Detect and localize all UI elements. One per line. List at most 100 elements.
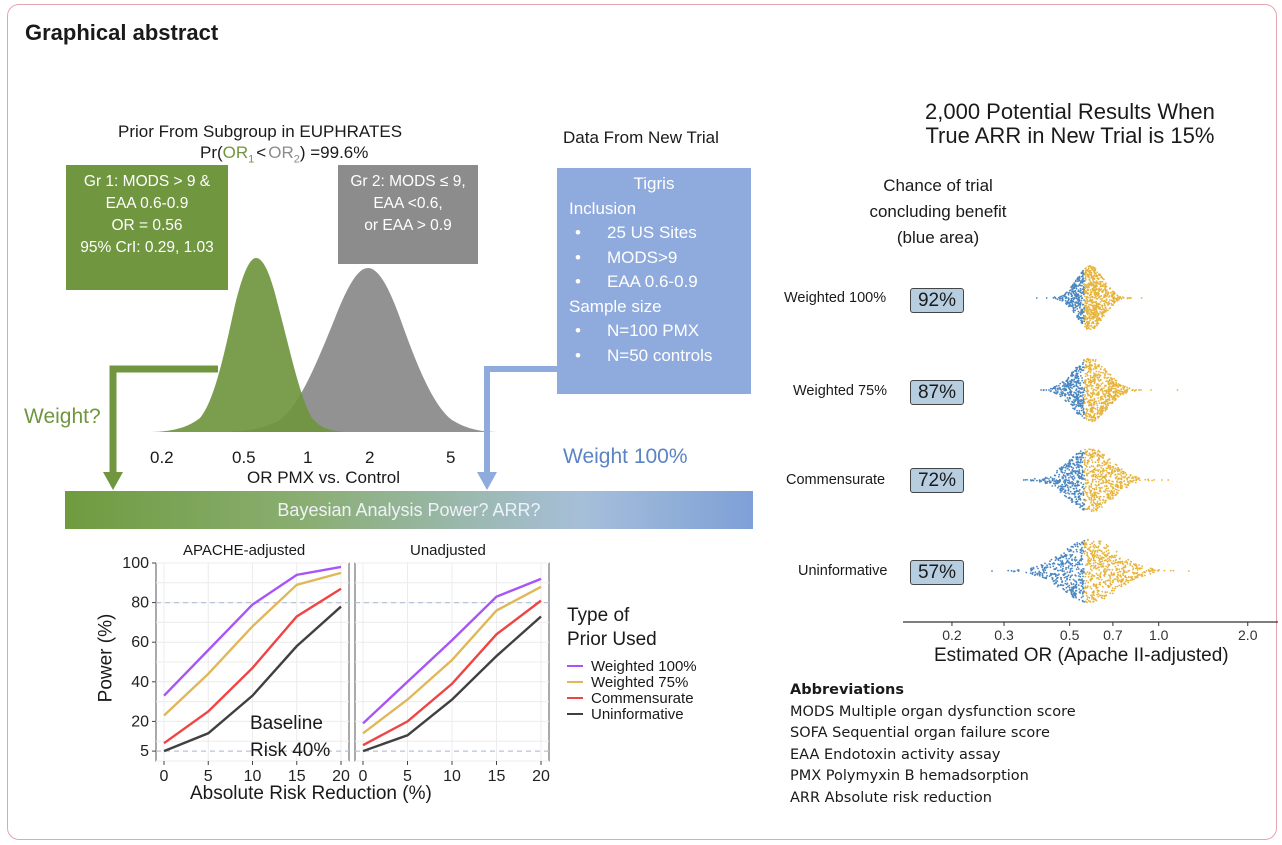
swarm-point: [1163, 569, 1166, 572]
swarm-point: [1051, 485, 1054, 487]
swarm-point: [1075, 484, 1077, 487]
swarm-point: [1127, 570, 1130, 572]
swarm-point: [1080, 570, 1083, 573]
swarm-point: [1075, 389, 1077, 392]
swarm-point: [1093, 325, 1096, 328]
swarm-point: [1108, 299, 1111, 301]
swarm-point: [1064, 463, 1067, 466]
swarm-point: [1135, 565, 1138, 568]
swarm-point: [1056, 387, 1059, 390]
swarm-point: [1087, 365, 1090, 368]
swarm-point: [1088, 413, 1090, 416]
swarm-point: [1077, 490, 1080, 493]
swarm-point: [1062, 481, 1065, 483]
swarm-point: [1057, 476, 1060, 478]
swarm-point: [1108, 392, 1111, 395]
swarm-point: [1061, 485, 1063, 487]
swarm-point: [1099, 576, 1102, 579]
swarm-point: [1114, 488, 1117, 491]
swarm-point: [1091, 456, 1094, 458]
swarm-point: [1074, 377, 1077, 379]
sample-label: Sample size: [569, 296, 662, 316]
swarm-point: [1106, 591, 1109, 593]
swarm-point: [1091, 449, 1094, 452]
swarm-point: [1078, 489, 1081, 491]
green-arrowhead: [103, 472, 123, 490]
swarm-point: [1097, 475, 1099, 478]
swarm-point: [1075, 559, 1078, 561]
swarm-point: [1093, 273, 1096, 275]
swarm-point: [1127, 484, 1130, 487]
swarm-point: [1065, 566, 1067, 569]
swarm-point: [1088, 307, 1091, 309]
swarm-point: [1100, 563, 1103, 565]
swarm-point: [1075, 287, 1078, 290]
swarm-point: [1071, 371, 1074, 374]
swarm-point: [1096, 591, 1099, 593]
swarm-point: [1100, 482, 1103, 485]
swarm-point: [1070, 582, 1072, 584]
swarm-point: [1100, 455, 1102, 458]
swarm-point: [1063, 474, 1065, 477]
swarm-point: [1066, 575, 1069, 578]
swarm-point: [1036, 565, 1038, 568]
swarm-point: [1086, 317, 1089, 319]
swarm-point: [1101, 590, 1104, 593]
swarm-point: [1112, 562, 1115, 565]
swarm-point: [1085, 411, 1088, 414]
swarm-point: [1072, 586, 1075, 589]
swarm-point: [1107, 586, 1110, 589]
swarm-point: [1075, 457, 1078, 459]
swarm-point: [1074, 291, 1077, 294]
swarm-point: [1080, 589, 1083, 592]
swarm-point: [1108, 490, 1110, 492]
swarm-point: [1109, 462, 1111, 464]
swarm-point: [1091, 415, 1093, 418]
swarm-point: [1084, 550, 1087, 553]
swarm-point: [1092, 501, 1095, 504]
swarm-point: [1069, 570, 1072, 572]
swarm-point: [1085, 592, 1088, 595]
swarm-point: [1120, 471, 1122, 474]
swarm-point: [1056, 574, 1059, 577]
swarm-point: [1149, 570, 1152, 573]
swarm-point: [1112, 480, 1114, 483]
swarm-point: [1103, 310, 1105, 313]
swarm-point: [1058, 479, 1060, 482]
swarm-point: [1109, 577, 1112, 580]
swarm-point: [1078, 498, 1080, 500]
swarm-point: [1092, 378, 1095, 381]
swarm-point: [1060, 295, 1063, 298]
swarm-point: [1091, 395, 1094, 397]
swarm-point: [1104, 499, 1107, 502]
swarm-point: [1082, 571, 1084, 573]
swarm-point: [1098, 293, 1100, 295]
swarm-point: [1102, 283, 1105, 285]
swarm-point: [1084, 582, 1087, 585]
swarm-point: [1069, 397, 1072, 400]
swarm-point: [1092, 305, 1094, 308]
swarm-point: [1093, 270, 1095, 273]
swarm-point: [1093, 543, 1096, 546]
swarm-point: [1112, 465, 1114, 468]
swarm-point: [1089, 308, 1092, 311]
swarm-point: [1069, 460, 1071, 463]
swarm-point: [1114, 585, 1117, 588]
swarm-point: [1081, 284, 1083, 287]
swarm-point: [1081, 572, 1084, 575]
swarm-point: [1093, 496, 1096, 499]
swarm-point: [1144, 478, 1147, 481]
swarm-point: [1083, 459, 1086, 462]
swarm-point: [1154, 569, 1156, 572]
swarm-point: [1095, 587, 1098, 589]
swarm-point: [1141, 572, 1144, 574]
legend-item: Weighted 100%: [567, 658, 697, 675]
swarm-point: [1095, 318, 1098, 320]
swarm-point: [1081, 461, 1084, 464]
swarm-point: [1119, 394, 1122, 396]
swarm-point: [1066, 467, 1069, 470]
swarm-point: [1062, 488, 1065, 490]
swarm-point: [1134, 475, 1136, 478]
swarm-row-label: Weighted 100%: [784, 290, 887, 306]
swarm-point: [1079, 413, 1082, 416]
